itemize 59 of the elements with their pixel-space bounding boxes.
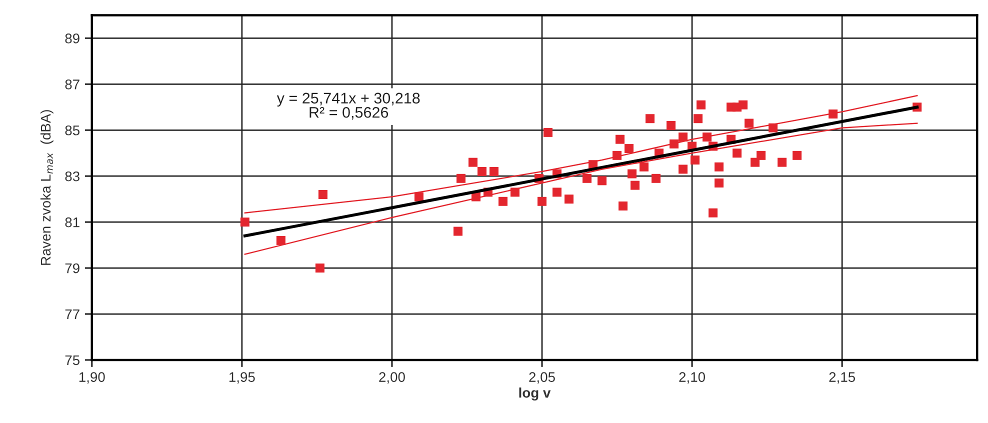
point [315,264,324,273]
point [582,174,592,183]
point [544,128,553,137]
point [652,174,661,183]
y-tick-label: 75 [65,355,80,366]
point [714,178,724,188]
point [666,121,676,130]
point [276,236,286,245]
y-tick-label: 81 [65,217,80,228]
x-tick-label: 1,95 [229,372,255,384]
y-tick-label: 77 [65,309,80,320]
point [618,201,628,210]
point [732,148,742,158]
x-tick-label: 2,10 [679,372,706,384]
x-tick-label: 2,15 [829,372,856,384]
point [538,196,547,206]
point [714,162,724,172]
x-tick-label: 1,90 [79,372,105,384]
x-axis-title: log v [519,388,551,401]
point [616,134,625,144]
point [690,156,700,165]
point [640,162,649,172]
point [477,167,486,176]
point [468,158,478,167]
point [646,114,655,124]
point [456,174,466,183]
point [628,169,637,178]
point [453,226,462,236]
x-tick-label: 2,00 [379,372,405,384]
point [414,192,424,202]
y-axis-title: Raven zvoka L$_{max}$ (dBA) [40,110,54,265]
annotation: y = 25,741x + 30,218 R² = 0,5626 [276,92,420,120]
point [678,164,688,174]
point [750,158,760,167]
x-tick-label: 2,05 [529,372,555,384]
y-tick-label: 85 [65,125,80,136]
point [564,194,574,204]
y-tick-label: 79 [65,263,80,274]
point [696,100,706,110]
point [756,150,766,160]
point [240,218,250,227]
point [598,176,607,186]
y-tick-label: 83 [65,171,80,182]
point [624,144,634,154]
point [694,114,703,124]
point [630,180,640,190]
point [318,190,328,199]
line-series [244,122,918,255]
point [498,196,508,206]
y-tick-label: 89 [65,34,80,44]
point [489,167,498,176]
point [792,150,802,160]
point [552,188,562,197]
y-tick-label: 87 [65,80,80,90]
point [738,100,748,110]
point [708,208,718,218]
point [744,118,754,128]
point [778,158,787,167]
point [678,132,688,142]
